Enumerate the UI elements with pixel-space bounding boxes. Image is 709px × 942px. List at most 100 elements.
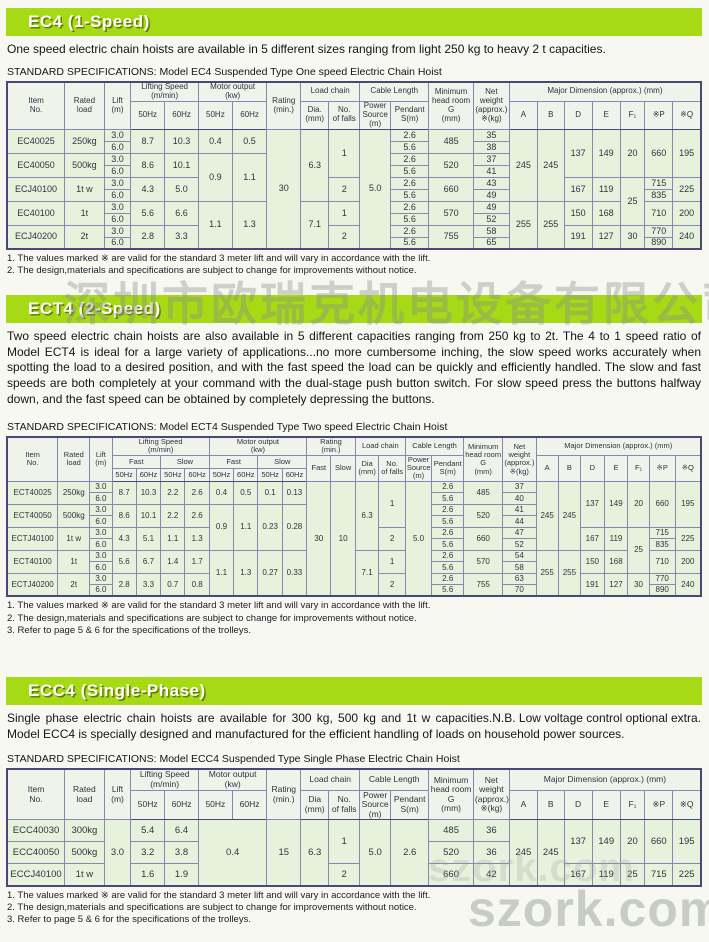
header-cell: 60Hz: [164, 789, 199, 821]
header-cell: F₁: [619, 789, 646, 821]
data-cell: 0.4: [197, 128, 233, 154]
ect4-notes: 1. The values marked ※ are valid for the…: [7, 600, 702, 637]
data-cell: 1.1: [208, 549, 235, 597]
data-cell: 2.6: [184, 503, 210, 528]
data-cell: 250kg: [64, 128, 105, 154]
data-cell: 195: [672, 819, 702, 865]
header-cell: F₁: [619, 100, 646, 130]
data-cell: 660: [428, 176, 474, 202]
data-cell: 660: [463, 526, 504, 551]
header-cell: Pendant S(m): [390, 789, 430, 821]
data-cell: 0.23: [257, 503, 283, 551]
ec4-notes: 1. The values marked ※ are valid for the…: [7, 253, 702, 278]
data-cell: 36: [472, 819, 510, 843]
data-cell: ECJ40100: [6, 176, 66, 202]
header-cell: Power Source (m): [404, 454, 433, 482]
data-cell: 5.6: [431, 561, 465, 574]
table-row: EC40100 1t 3.0 5.6 6.6 1.1 1.3 7.1 1 2.6 570 49 255 2…: [6, 200, 702, 250]
header-cell: ※Q: [674, 454, 702, 482]
data-cell: 149: [603, 480, 629, 528]
header-cell: Load chain: [300, 81, 361, 102]
data-cell: 2.6: [431, 572, 465, 586]
data-cell: 255: [508, 200, 538, 250]
data-cell: 2: [328, 863, 361, 887]
data-cell: 500kg: [57, 503, 91, 528]
data-cell: 10.3: [164, 128, 199, 154]
data-cell: 5.6: [431, 492, 465, 505]
table-row: ECT40025 250kg 3.0 8.7 10.3 2.2 2.6 0.4 0.5 0.1 0.…: [6, 480, 702, 597]
data-cell: 4.3: [130, 176, 166, 202]
header-cell: Net weight (approx.) ※(kg): [472, 81, 510, 130]
header-cell: 60Hz: [231, 789, 268, 821]
data-cell: 2.8: [111, 572, 137, 597]
data-cell: 0.13: [281, 480, 308, 505]
data-cell: 485: [428, 128, 474, 154]
header-cell: B: [536, 100, 565, 130]
data-cell: 250kg: [57, 480, 91, 505]
footnote: 2. The design,materials and specificatio…: [7, 265, 417, 277]
data-cell: 2: [328, 176, 361, 202]
header-cell: Motor output (kw): [197, 81, 268, 102]
header-cell: Lifting Speed (m/min): [111, 436, 210, 456]
data-cell: 42: [472, 863, 510, 887]
data-cell: 3.0: [103, 200, 132, 214]
header-cell: Fast: [111, 454, 162, 469]
header-cell: 50Hz: [160, 467, 186, 482]
data-cell: 0.9: [208, 503, 235, 551]
data-cell: 245: [536, 128, 565, 202]
data-cell: 2.6: [390, 200, 430, 214]
table-row: ECC40050 500kg 3.2 3.8 520 36: [6, 841, 701, 865]
data-cell: 890: [644, 236, 674, 250]
data-cell: 191: [580, 572, 605, 597]
data-cell: 6.6: [164, 200, 199, 226]
header-cell: Rated load: [64, 768, 105, 821]
data-cell: 52: [502, 538, 537, 551]
data-cell: 1.3: [233, 549, 259, 597]
data-cell: 1.3: [184, 526, 210, 551]
data-cell: 167: [563, 176, 593, 202]
header-cell: B: [557, 454, 582, 482]
data-cell: 168: [603, 549, 629, 574]
data-cell: 47: [502, 526, 537, 540]
data-cell: 5.6: [130, 200, 166, 226]
data-cell: 1t w: [57, 526, 91, 551]
header-cell: B: [536, 789, 565, 821]
data-cell: 5.6: [431, 515, 465, 528]
table-row: 50Hz 60Hz 50Hz 60Hz 50Hz 60Hz 50Hz 60Hz: [7, 467, 701, 482]
data-cell: 8.7: [130, 128, 166, 154]
data-cell: 6.0: [103, 140, 132, 154]
data-cell: 1: [328, 819, 361, 865]
data-cell: 245: [508, 819, 538, 887]
data-cell: 710: [648, 549, 676, 574]
header-cell: Minimum head room G (mm): [463, 436, 504, 482]
header-cell: 60Hz: [184, 467, 210, 482]
table-row: ECCJ40100 1t w 1.6 1.9 2 660 42 167 119 25 715 225: [6, 863, 702, 887]
header-cell: Major Dimension (approx.) (mm): [535, 436, 702, 456]
data-cell: 1: [378, 480, 406, 528]
data-cell: 6.4: [164, 819, 199, 843]
data-cell: 49: [472, 188, 510, 202]
data-cell: 8.7: [111, 480, 137, 505]
data-cell: 835: [648, 538, 676, 551]
data-cell: 485: [463, 480, 504, 505]
data-cell: 2.6: [431, 503, 465, 517]
header-cell: Dia (mm): [354, 454, 380, 482]
data-cell: 2.6: [431, 526, 465, 540]
header-cell: Lifting Speed (m/min): [130, 81, 199, 102]
data-cell: 6.7: [135, 549, 162, 574]
header-cell: ※Q: [672, 789, 702, 821]
data-cell: 715: [644, 176, 674, 190]
data-cell: EC40100: [6, 200, 66, 226]
data-cell: 5.6: [390, 140, 430, 154]
data-cell: 1.1: [197, 200, 233, 250]
data-cell: 1.1: [160, 526, 186, 551]
header-cell: 60Hz: [135, 467, 162, 482]
data-cell: 119: [603, 526, 629, 551]
header-cell: 50Hz: [111, 467, 137, 482]
data-cell: 5.6: [390, 164, 430, 178]
data-cell: 2.6: [390, 152, 430, 166]
data-cell: 245: [536, 819, 565, 887]
data-cell: 3.3: [135, 572, 162, 597]
data-cell: 150: [580, 549, 605, 574]
data-cell: 30: [627, 572, 650, 597]
